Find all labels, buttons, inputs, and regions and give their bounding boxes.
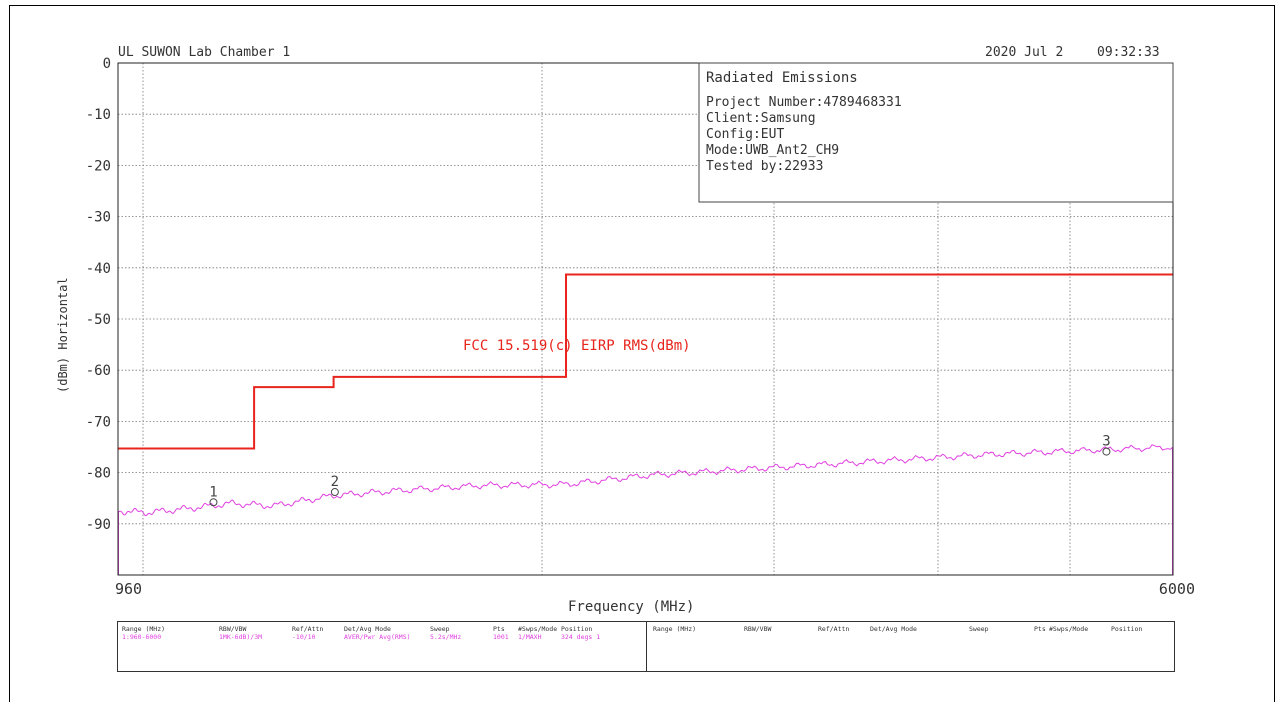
info-box xyxy=(698,62,1174,203)
limit-line xyxy=(118,273,1173,450)
y-tick-label: -50 xyxy=(86,312,111,328)
settings-header: RBW/VBW xyxy=(219,625,247,633)
info-lines: Project Number:4789468331Client:SamsungC… xyxy=(706,95,902,174)
marker-label: 3 xyxy=(1102,434,1110,450)
marker-label: 2 xyxy=(331,474,339,490)
settings-value: 5.2s/MHz xyxy=(430,633,462,641)
y-tick-label: -70 xyxy=(86,414,111,430)
settings-header: Position xyxy=(1111,625,1143,633)
info-box-title: Radiated Emissions xyxy=(706,70,858,86)
x-axis: 960 6000 xyxy=(115,580,1195,598)
settings-header: #Swps/Mode xyxy=(518,625,558,633)
info-line: Project Number:4789468331 xyxy=(706,95,902,110)
settings-value: -10/10 xyxy=(292,633,316,641)
y-tick-label: -90 xyxy=(86,517,111,533)
limit-label: FCC 15.519(c) EIRP RMS(dBm) xyxy=(463,338,691,354)
time-label: 09:32:33 xyxy=(1097,45,1160,60)
series-layer xyxy=(117,273,1174,575)
settings-value: 1/MAXH xyxy=(518,633,542,641)
settings-header: Range (MHz) xyxy=(653,625,697,633)
y-tick-label: -30 xyxy=(86,210,111,226)
settings-header: Position xyxy=(561,625,593,633)
settings-header: Ref/Attn xyxy=(292,625,324,633)
marker-point xyxy=(209,498,218,507)
settings-header: RBW/VBW xyxy=(744,625,772,633)
marker-point xyxy=(1102,447,1111,456)
x-axis-label: Frequency (MHz) xyxy=(568,599,694,615)
settings-divider xyxy=(646,622,647,671)
plot-area xyxy=(117,62,1174,576)
marker-point xyxy=(330,488,339,497)
marker-label: 1 xyxy=(209,484,217,500)
settings-header: Det/Avg Mode xyxy=(344,625,391,633)
settings-value: 1001 xyxy=(493,633,509,641)
date-label: 2020 Jul 2 xyxy=(985,45,1063,60)
info-line: Mode:UWB_Ant2_CH9 xyxy=(706,143,839,158)
info-line: Client:Samsung xyxy=(706,111,816,126)
settings-header: Pts xyxy=(1034,625,1046,633)
settings-value: 324 degs 1 xyxy=(561,633,601,641)
x-tick-label: 960 xyxy=(115,580,142,598)
y-axis: 0 -10 -20 -30 -40 -50 -60 -70 -80 -90 xyxy=(86,56,111,533)
settings-value: 1:960-6000 xyxy=(122,633,162,641)
settings-header: Det/Avg Mode xyxy=(870,625,917,633)
lab-label: UL SUWON Lab Chamber 1 xyxy=(118,45,290,60)
y-axis-label: (dBm) Horizontal xyxy=(56,277,70,393)
page-frame xyxy=(9,5,1275,702)
y-tick-label: 0 xyxy=(103,56,111,72)
info-line: Config:EUT xyxy=(706,127,784,142)
y-tick-label: -80 xyxy=(86,466,111,482)
x-tick-label: 6000 xyxy=(1159,580,1195,598)
settings-table: Range (MHz) RBW/VBW Ref/Attn Det/Avg Mode Sw… xyxy=(117,621,1175,672)
settings-header: Range (MHz) xyxy=(122,625,166,633)
settings-value: AVER/Pwr Avg(RMS) xyxy=(344,633,411,641)
y-tick-label: -20 xyxy=(86,158,111,174)
y-tick-label: -10 xyxy=(86,107,111,123)
y-tick-label: -40 xyxy=(86,261,111,277)
settings-value: 1MK-6dB)/3M xyxy=(219,633,263,641)
settings-header: #Swps/Mode xyxy=(1049,625,1089,633)
settings-header: Sweep xyxy=(969,625,989,633)
settings-header: Ref/Attn xyxy=(818,625,850,633)
info-line: Tested by:22933 xyxy=(706,159,823,174)
settings-header: Sweep xyxy=(430,625,450,633)
settings-header: Pts xyxy=(493,625,505,633)
y-tick-label: -60 xyxy=(86,363,111,379)
measurement-trace xyxy=(117,444,1174,517)
marker-layer: 1 2 3 xyxy=(209,434,1111,507)
